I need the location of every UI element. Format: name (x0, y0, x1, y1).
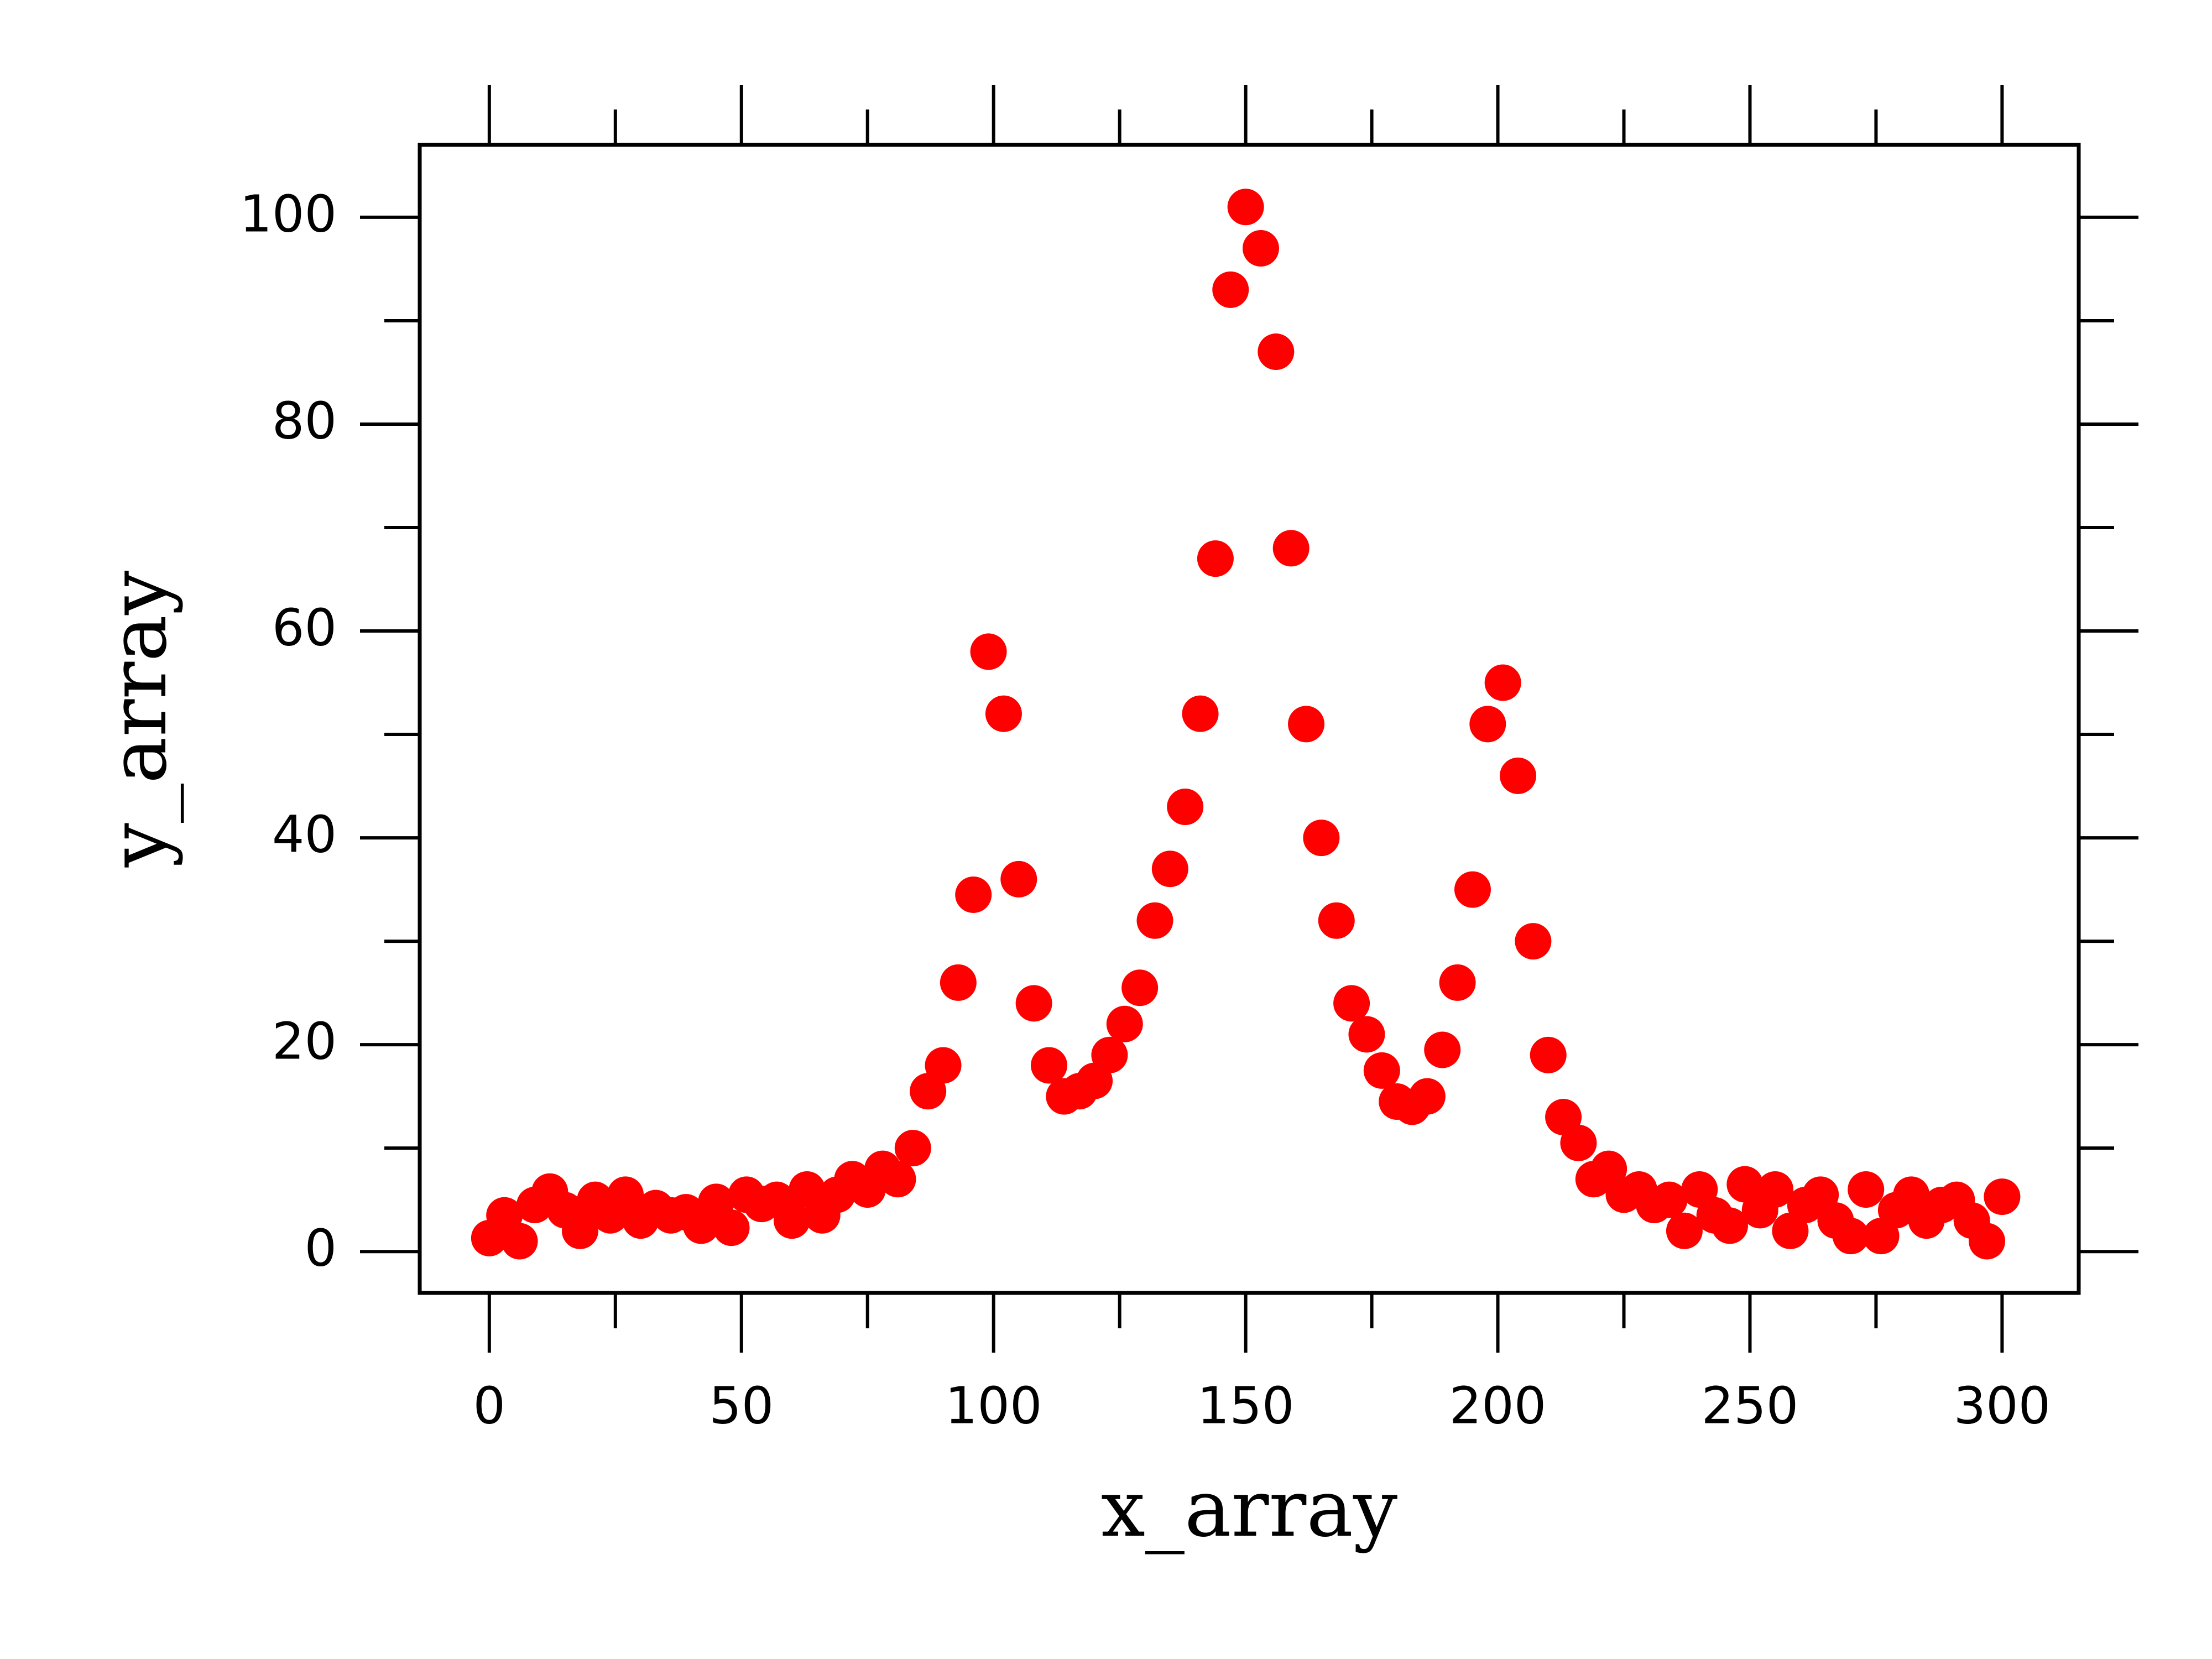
point (1530, 1036, 1567, 1073)
point (1182, 695, 1219, 732)
point (1227, 189, 1264, 226)
point (1333, 985, 1370, 1022)
point (925, 1047, 962, 1084)
y-tick-label: 60 (272, 598, 337, 657)
point (1560, 1124, 1597, 1161)
point (1651, 1181, 1688, 1218)
x-tick-label: 250 (1702, 1376, 1799, 1435)
point (1500, 757, 1537, 794)
point (1242, 230, 1279, 267)
point (1454, 871, 1491, 908)
point (1151, 851, 1188, 888)
y-tick-label: 100 (239, 184, 337, 243)
point (501, 1223, 538, 1260)
point (1848, 1171, 1885, 1208)
x-tick-label: 150 (1197, 1376, 1295, 1435)
point (1000, 860, 1037, 898)
point (1303, 820, 1340, 857)
point (1832, 1218, 1869, 1255)
point (1121, 969, 1159, 1006)
x-tick-label: 300 (1954, 1376, 2051, 1435)
point (1212, 271, 1249, 308)
point (1091, 1036, 1128, 1073)
point (1711, 1207, 1748, 1244)
point (713, 1209, 750, 1246)
point (1136, 902, 1173, 939)
point (1030, 1047, 1067, 1084)
point (1197, 540, 1234, 577)
point (1484, 664, 1521, 701)
x-axis-label: x_array (1101, 1463, 1397, 1554)
point (773, 1202, 810, 1239)
x-tick-label: 100 (945, 1376, 1042, 1435)
y-tick-label: 0 (304, 1219, 337, 1278)
point (1424, 1031, 1461, 1068)
point (1969, 1223, 2006, 1260)
point (1757, 1171, 1794, 1208)
point (1408, 1078, 1446, 1115)
point (940, 964, 977, 1001)
point (561, 1212, 598, 1249)
x-tick-label: 0 (473, 1376, 506, 1435)
point (1984, 1178, 2021, 1215)
point (1515, 923, 1552, 960)
point (879, 1161, 916, 1198)
point (1469, 706, 1506, 743)
y-tick-label: 80 (272, 391, 337, 450)
x-tick-label: 200 (1449, 1376, 1547, 1435)
point (1167, 788, 1204, 825)
point (970, 633, 1007, 670)
point (1272, 530, 1310, 567)
point (1015, 985, 1052, 1022)
point (1666, 1212, 1703, 1249)
y-tick-label: 40 (272, 805, 337, 864)
x-tick-label: 50 (709, 1376, 774, 1435)
point (894, 1130, 931, 1167)
point (1363, 1052, 1400, 1089)
point (1288, 706, 1325, 743)
plot-frame (418, 143, 2081, 1295)
point (985, 695, 1022, 732)
y-axis-label: y_array (93, 571, 184, 868)
y-tick-label: 20 (272, 1012, 337, 1071)
point (1258, 333, 1295, 371)
point (1439, 964, 1476, 1001)
point (1106, 1005, 1143, 1042)
point (955, 876, 992, 913)
point (1348, 1016, 1385, 1053)
point (1318, 902, 1355, 939)
